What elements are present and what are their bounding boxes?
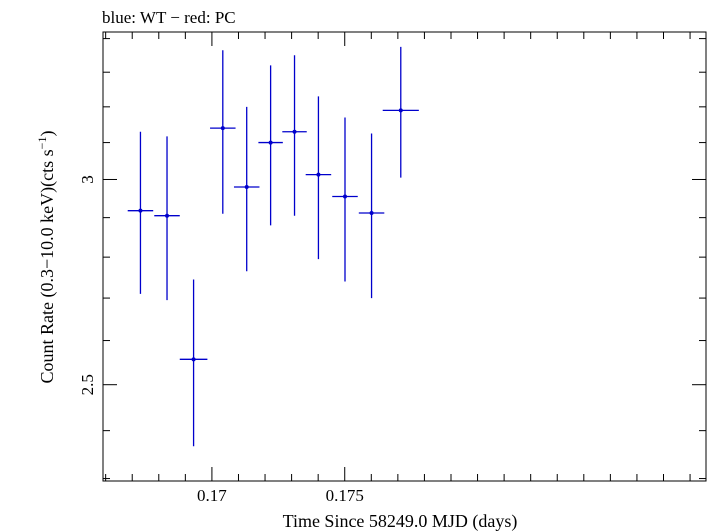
data-marker	[268, 140, 273, 145]
data-marker	[191, 357, 196, 362]
data-point	[332, 117, 358, 282]
data-point	[382, 46, 419, 178]
data-series	[127, 46, 419, 447]
y-axis-title-close: )	[37, 131, 58, 137]
data-marker	[316, 172, 321, 177]
data-point	[154, 136, 180, 301]
data-marker	[220, 126, 225, 131]
x-axis-ticks: 0.17 0.175	[105, 32, 691, 505]
data-marker	[369, 210, 374, 215]
chart-header: blue: WT − red: PC	[102, 8, 236, 27]
data-point	[233, 106, 260, 272]
x-axis-title: Time Since 58249.0 MJD (days)	[283, 511, 518, 532]
data-marker	[138, 208, 143, 213]
x-tick-label: 0.175	[326, 486, 364, 505]
data-point	[305, 96, 332, 260]
data-point	[258, 65, 283, 226]
data-marker	[342, 194, 347, 199]
data-point	[179, 279, 208, 447]
y-axis-title-main: Count Rate (0.3−10.0 keV)(cts s	[37, 149, 58, 383]
data-marker	[398, 108, 403, 113]
data-point	[127, 131, 154, 294]
data-point	[358, 133, 385, 299]
y-tick-label: 3	[78, 175, 97, 184]
y-axis-title-exponent: −1	[35, 137, 49, 150]
y-axis-title: Count Rate (0.3−10.0 keV)(cts s−1)	[35, 131, 58, 384]
data-marker	[165, 213, 170, 218]
data-point	[210, 50, 236, 214]
y-tick-label: 2.5	[78, 374, 97, 395]
data-point	[282, 55, 307, 216]
y-axis-ticks: 2.53	[78, 38, 706, 480]
plot-frame	[102, 31, 707, 482]
data-marker	[292, 129, 297, 134]
x-tick-label: 0.17	[197, 486, 227, 505]
data-marker	[244, 185, 249, 190]
